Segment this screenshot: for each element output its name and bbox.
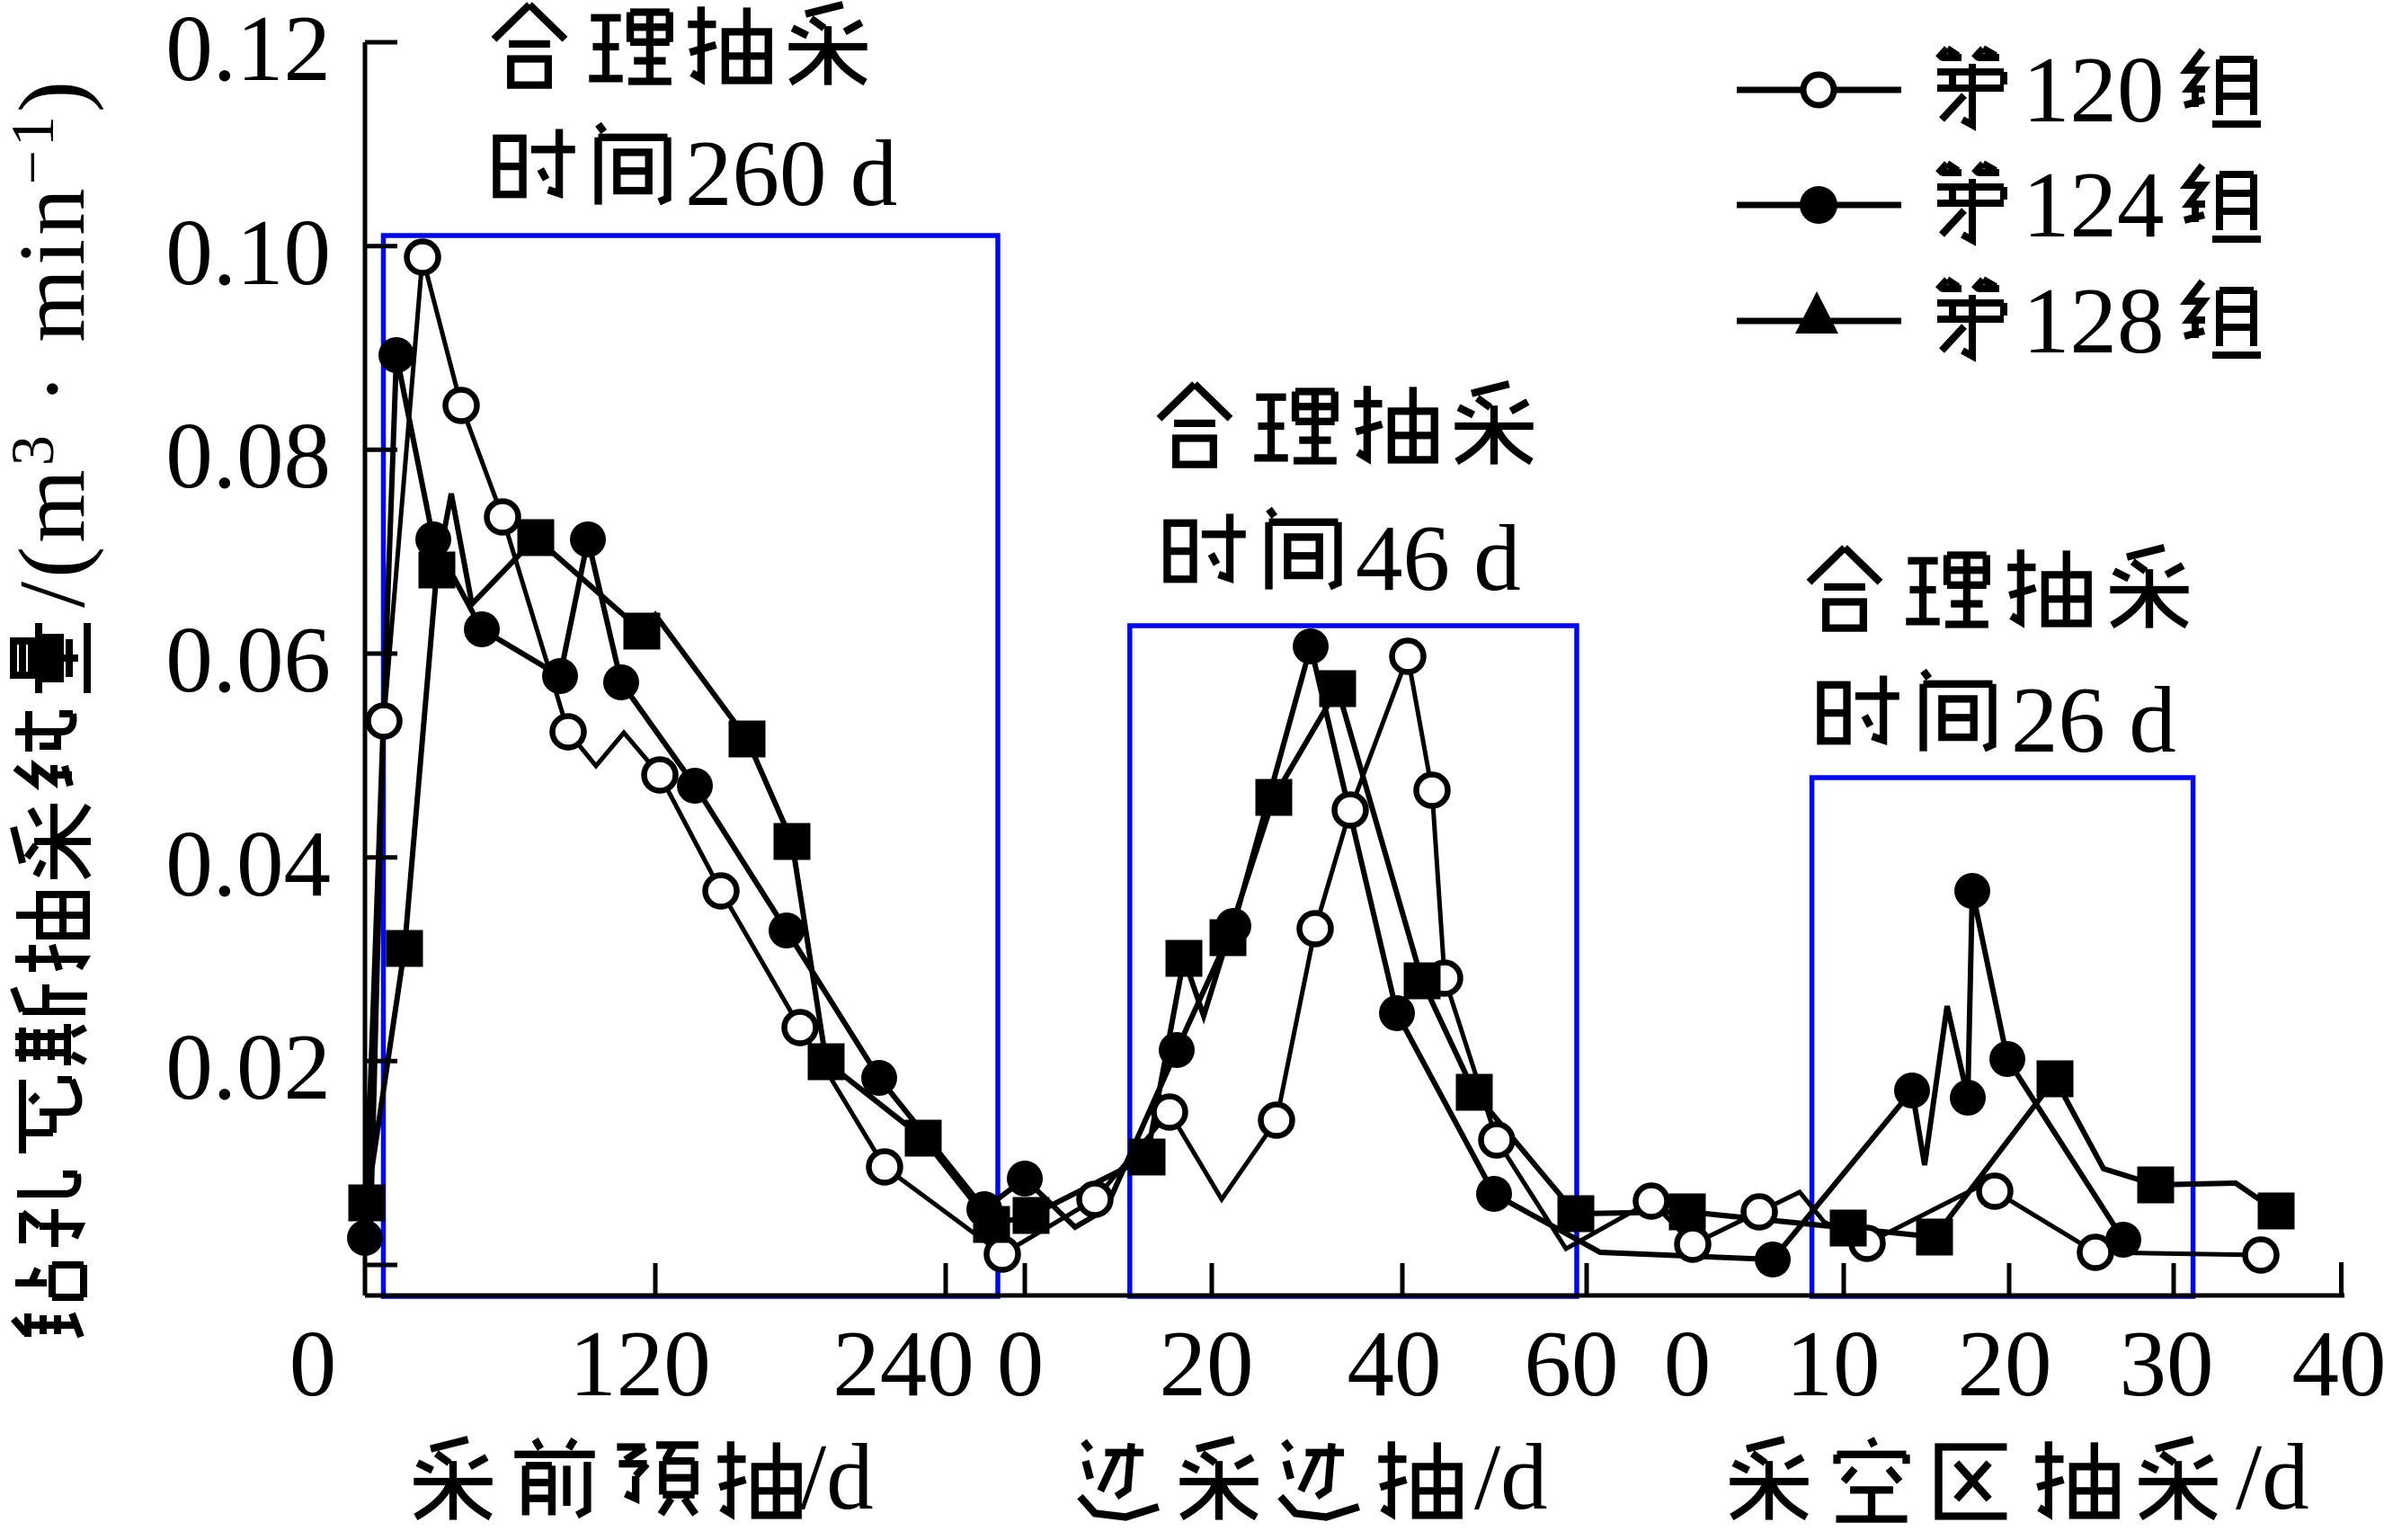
svg-text:30: 30 [2120,1311,2214,1416]
svg-text:20: 20 [1958,1311,2052,1416]
svg-text:60: 60 [1525,1311,1619,1416]
svg-text:124: 124 [2023,152,2165,257]
svg-text:0: 0 [1664,1311,1712,1416]
svg-text:0.12: 0.12 [165,0,331,101]
svg-text:0.04: 0.04 [165,811,331,916]
svg-text:20: 20 [1160,1311,1254,1416]
svg-text:0.10: 0.10 [165,200,331,305]
svg-text:46 d: 46 d [1356,505,1521,610]
svg-text:40: 40 [2292,1311,2384,1416]
svg-text:26 d: 26 d [2011,667,2176,772]
svg-text:/d: /d [2236,1424,2309,1529]
svg-text:128: 128 [2023,268,2165,373]
svg-text:120: 120 [2023,37,2165,142]
svg-text:10: 10 [1786,1311,1881,1416]
svg-text:240: 240 [832,1311,974,1416]
svg-text:0.02: 0.02 [165,1014,331,1119]
svg-text:260 d: 260 d [685,120,897,226]
svg-text:/d: /d [1474,1424,1548,1529]
svg-text:/d: /d [800,1424,874,1529]
svg-text:40: 40 [1348,1311,1442,1416]
svg-text:0.08: 0.08 [165,403,331,508]
svg-text:0.06: 0.06 [165,607,331,712]
svg-text:0: 0 [997,1311,1045,1416]
svg-text:0: 0 [289,1311,337,1416]
svg-text:120: 120 [569,1311,711,1416]
